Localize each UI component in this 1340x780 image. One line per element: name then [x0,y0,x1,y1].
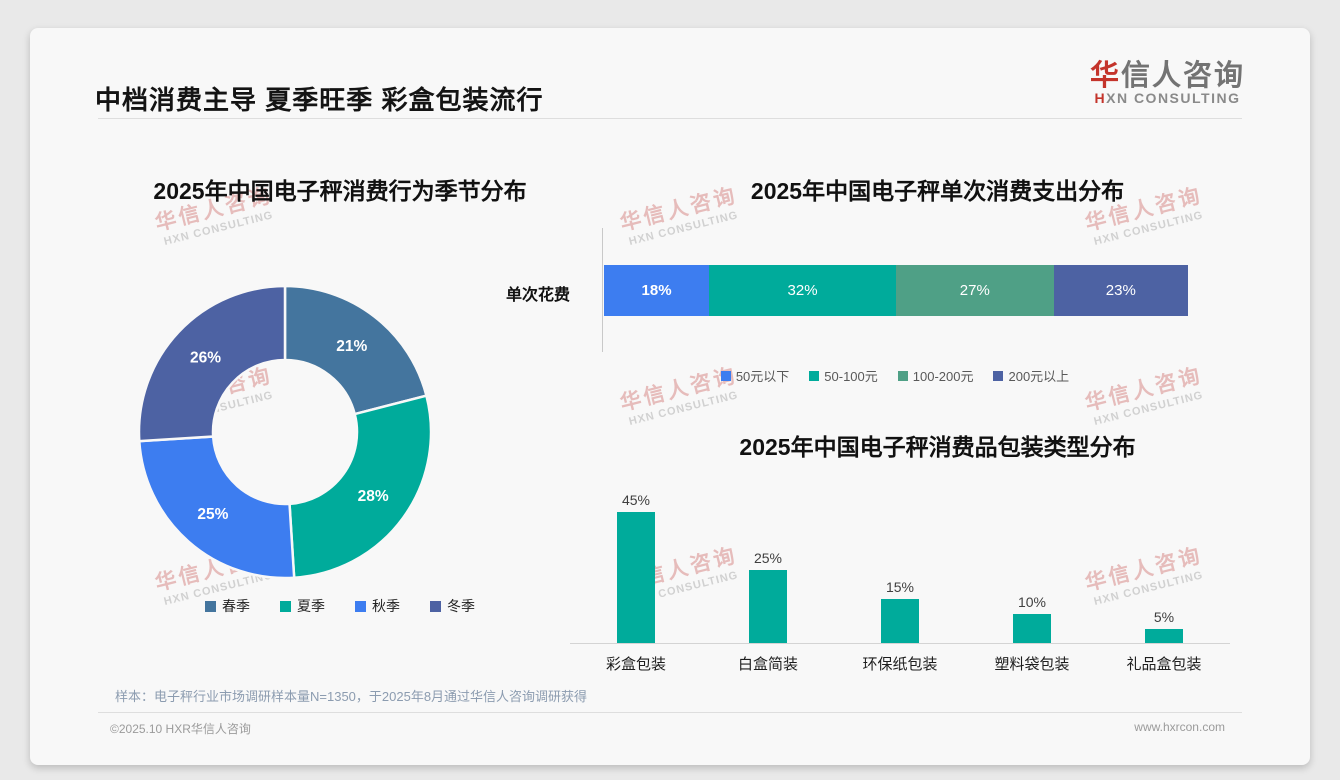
legend-label: 50元以下 [735,369,790,384]
legend-item: 夏季 [280,596,325,616]
sample-footnote: 样本：电子秤行业市场调研样本量N=1350，于2025年8月通过华信人咨询调研获… [115,689,588,704]
column-value-label: 45% [621,492,651,509]
donut-slice-label: 26% [190,349,221,366]
logo-en-rest: XN CONSULTING [1106,90,1241,107]
legend-label: 夏季 [297,598,325,614]
copyright-text: ©2025.10 HXR华信人咨询 [110,722,251,736]
column-category-label: 环保纸包装 [862,656,938,673]
logo-cn-accent: 华 [1089,60,1121,92]
donut-slice-label: 25% [197,506,228,523]
stacked-chart-title: 2025年中国电子秤单次消费支出分布 [750,178,1125,204]
donut-legend: 春季 夏季 秋季 冬季 [95,596,585,616]
column-category-label: 礼品盒包装 [1126,656,1202,673]
donut-slice [283,284,428,416]
page-title: 中档消费主导 夏季旺季 彩盒包装流行 [95,85,544,115]
legend-label: 100-200元 [912,369,974,384]
legend-swatch [280,600,291,612]
donut-slice-label: 28% [358,488,389,505]
stacked-bar: 18% 32% 27% 23% [604,265,1188,316]
watermark-cn: 华信人咨询 [617,363,740,416]
donut-chart-title: 2025年中国电子秤消费行为季节分布 [153,178,527,204]
donut-slice-label: 21% [336,338,367,355]
legend-label: 秋季 [372,598,400,614]
watermark-cn: 华信人咨询 [1082,363,1205,416]
stacked-segment: 18% [604,265,710,316]
column-bar [617,512,655,643]
legend-swatch [205,600,216,612]
logo-en-text: HXN CONSULTING [1090,91,1245,106]
footer-divider [98,712,1242,713]
legend-swatch [809,370,820,381]
column-item: 25% [702,550,834,643]
legend-swatch [720,370,731,381]
column-bar [881,599,919,643]
column-value-label: 10% [1017,593,1047,610]
legend-label: 50-100元 [824,369,878,384]
legend-swatch [430,600,441,612]
column-bar [1145,628,1183,643]
donut-slice [137,435,296,580]
column-item: 5% [1098,608,1230,643]
legend-item: 冬季 [430,596,475,616]
column-category-label: 塑料袋包装 [994,656,1070,673]
stacked-axis-line [602,228,603,352]
column-chart-title: 2025年中国电子秤消费品包装类型分布 [739,434,1136,460]
column-item: 45% [570,492,702,643]
slide-card: 中档消费主导 夏季旺季 彩盒包装流行 华信人咨询 HXN CONSULTING … [30,28,1310,765]
stacked-segment: 27% [895,265,1054,316]
logo-cn-rest: 信人咨询 [1120,60,1245,92]
stacked-legend: 50元以下 50-100元 100-200元 200元以上 [602,366,1188,385]
legend-swatch [355,600,366,612]
stacked-row-label: 单次花费 [505,287,570,304]
header-divider [98,118,1242,119]
legend-item: 100-200元 [897,366,974,385]
column-bar [749,570,787,643]
stacked-segment: 32% [709,265,896,316]
column-item: 10% [966,594,1098,643]
legend-label: 200元以上 [1008,369,1070,384]
watermark-en: HXN CONSULTING [162,209,275,248]
legend-swatch [897,370,908,381]
column-chart-baseline [570,643,1230,644]
column-chart-categories: 彩盒包装 白盒简装 环保纸包装 塑料袋包装 礼品盒包装 [570,653,1230,674]
legend-label: 冬季 [447,598,475,614]
legend-item: 200元以上 [993,366,1069,385]
column-value-label: 25% [753,550,783,567]
watermark-en: HXN CONSULTING [1092,209,1205,248]
donut-slice [288,394,433,580]
donut-slice [137,284,287,443]
watermark-en: HXN CONSULTING [627,209,740,248]
column-item: 15% [834,579,966,643]
logo-cn-text: 华信人咨询 [1090,61,1245,91]
company-logo: 华信人咨询 HXN CONSULTING [1090,61,1245,106]
website-text: www.hxrcon.com [1134,720,1225,734]
donut-svg: 21% 28% 25% 26% [137,284,433,580]
column-value-label: 5% [1153,608,1175,625]
column-value-label: 15% [885,579,915,596]
legend-label: 春季 [222,598,250,614]
column-category-label: 彩盒包装 [605,656,666,673]
logo-en-accent: H [1094,90,1107,107]
legend-item: 50元以下 [720,366,790,385]
column-chart: 45% 25% 15% 10% 5% [570,483,1230,643]
column-category-label: 白盒简装 [737,656,798,673]
column-bar [1013,613,1051,643]
legend-item: 50-100元 [809,366,878,385]
legend-item: 秋季 [355,596,400,616]
stacked-segment: 23% [1053,265,1188,316]
legend-item: 春季 [205,596,250,616]
legend-swatch [993,370,1004,381]
donut-chart: 21% 28% 25% 26% [135,282,435,582]
